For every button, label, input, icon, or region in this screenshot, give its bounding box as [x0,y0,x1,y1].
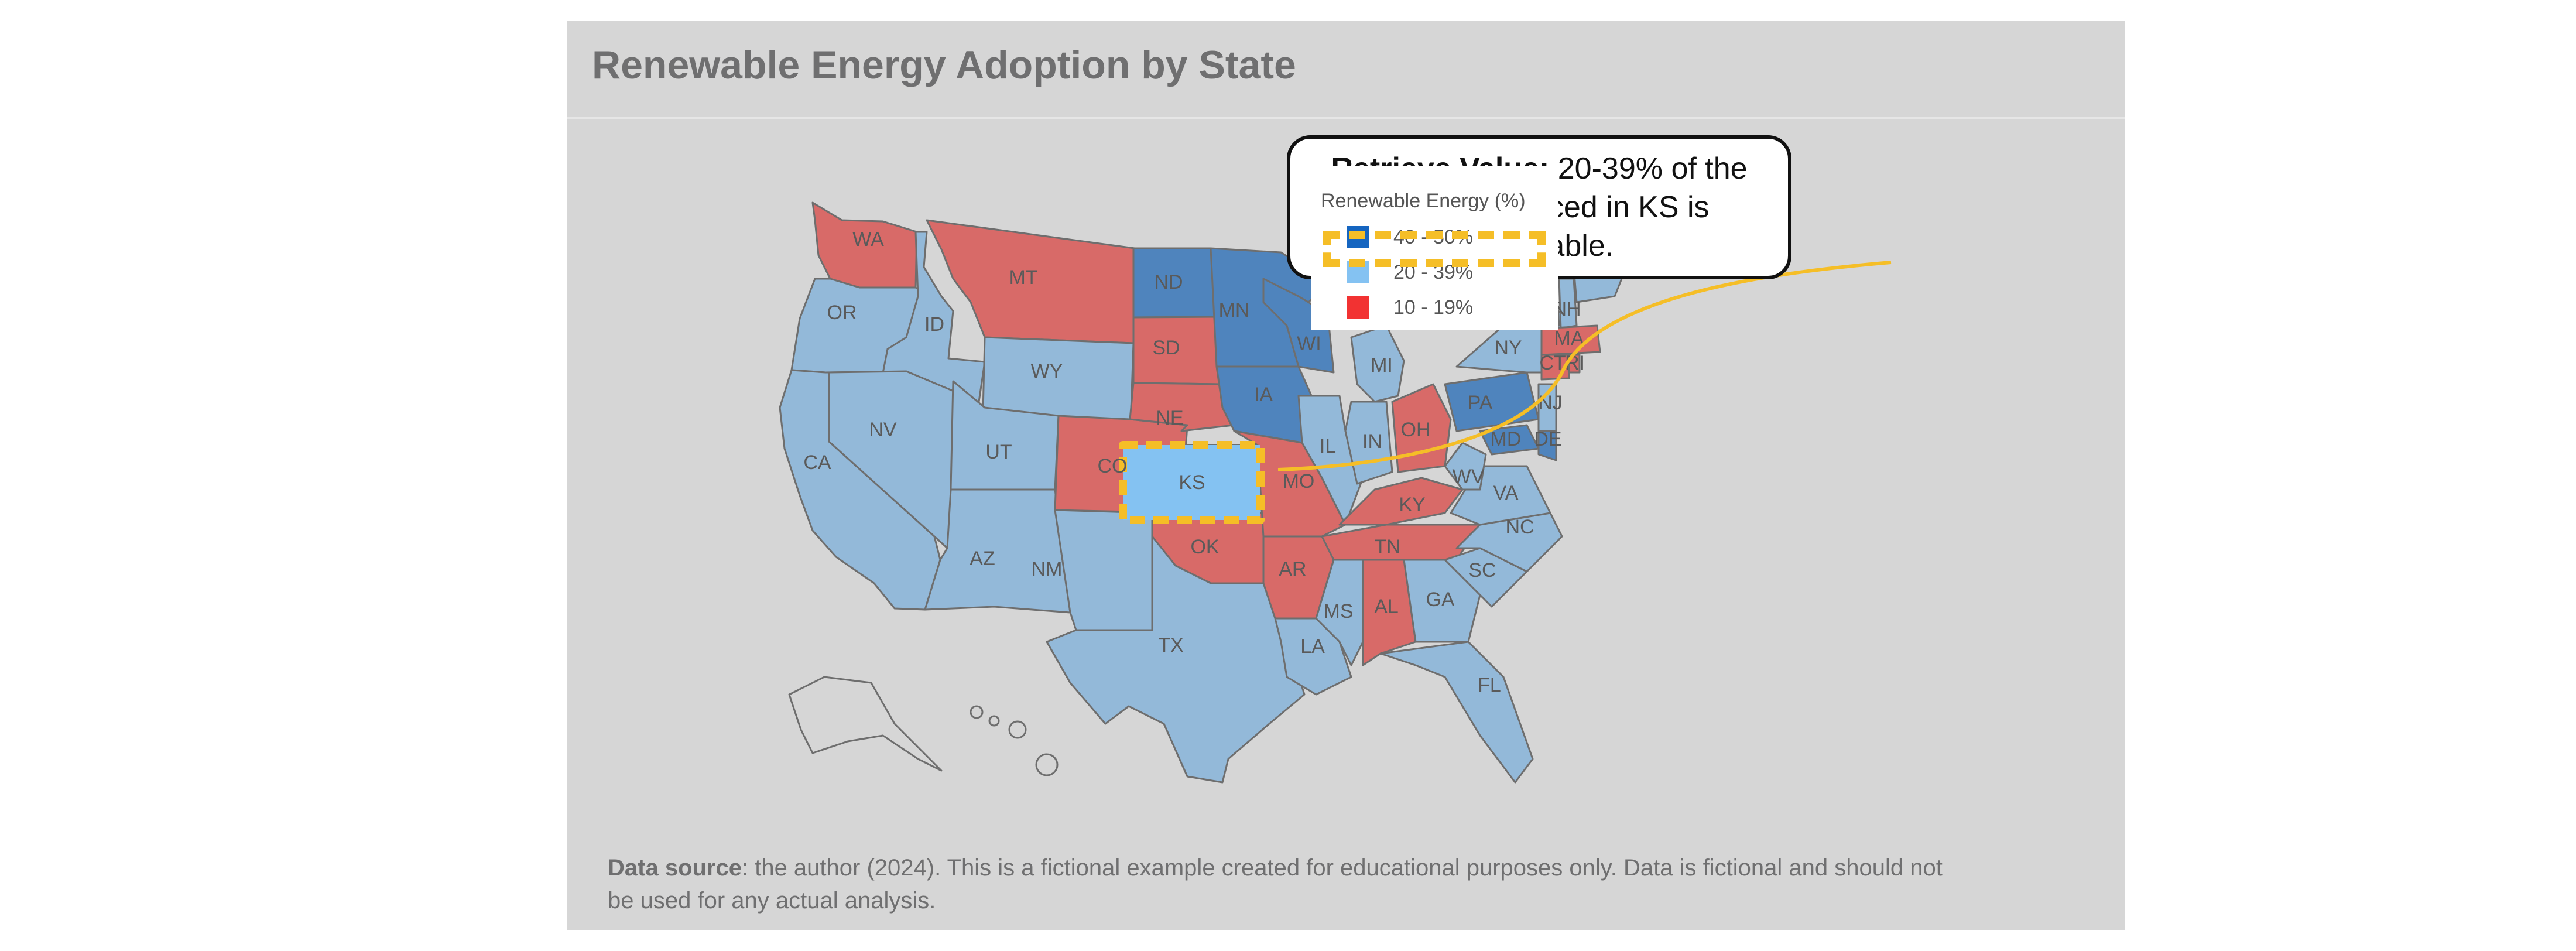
state-label-ca: CA [803,451,831,474]
legend: Renewable Energy (%) 40 - 50% 20 - 39% 1… [1311,166,1558,330]
legend-label-low: 10 - 19% [1393,296,1474,319]
state-il[interactable] [1297,395,1364,526]
state-label-pa: PA [1468,392,1493,414]
ks-highlight[interactable] [1119,441,1265,524]
state-label-ga: GA [1426,589,1454,611]
state-label-mo: MO [1283,470,1315,492]
state-tn[interactable] [1321,524,1481,561]
state-label-in: IN [1362,430,1382,453]
state-label-ut: UT [985,441,1012,463]
state-wv[interactable] [1444,442,1487,491]
state-wi[interactable] [1262,278,1335,374]
data-source-text: : the author (2024). This is a fictional… [608,855,1943,914]
state-ga[interactable] [1403,559,1481,643]
state-label-ar: AR [1279,558,1306,580]
legend-highlight-box [1323,231,1546,267]
state-al[interactable] [1362,559,1417,666]
legend-title: Renewable Energy (%) [1321,190,1526,212]
state-label-wa: WA [852,228,884,251]
state-label-ny: NY [1494,337,1522,359]
state-label-wy: WY [1031,360,1063,382]
state-label-mi: MI [1371,354,1393,377]
state-label-wi: WI [1297,333,1321,355]
state-label-ia: IA [1254,384,1273,406]
chart-panel: Renewable Energy Adoption by State WA OR C… [567,21,2125,930]
state-tx[interactable] [1046,535,1306,784]
hawaii-island-1 [970,705,984,719]
state-label-or: OR [827,302,857,324]
state-label-fl: FL [1478,674,1501,696]
state-label-ks: KS [1179,471,1205,494]
state-label-az: AZ [970,548,995,570]
state-label-de: DE [1534,428,1561,450]
state-label-nj: NJ [1538,392,1563,414]
state-de[interactable] [1537,430,1557,461]
state-label-va: VA [1493,482,1519,504]
hawaii-island-2 [988,715,1000,727]
state-label-ne: NE [1156,407,1183,429]
state-label-oh: OH [1401,419,1431,441]
state-label-mn: MN [1219,299,1250,321]
data-source-note: Data source: the author (2024). This is … [608,851,1954,917]
state-label-sd: SD [1152,337,1180,359]
data-source-label: Data source [608,855,742,881]
state-label-co: CO [1098,455,1128,477]
legend-swatch-low [1347,296,1369,319]
state-label-id: ID [924,313,944,336]
legend-item-low: 10 - 19% [1311,290,1558,323]
state-label-md: MD [1491,428,1522,450]
us-map: WA OR CA ID NV MT WY UT AZ CO NM ND SD NE OK TX MN IA MO AR… [779,201,1892,784]
alaska-outline [788,676,943,772]
hawaii-island-3 [1008,720,1027,739]
state-label-wv: WV [1453,466,1485,488]
state-label-il: IL [1320,435,1336,457]
hawaii-island-4 [1035,753,1059,776]
title-bar: Renewable Energy Adoption by State [567,21,2125,119]
state-label-ok: OK [1190,536,1219,558]
state-label-mt: MT [1009,266,1037,289]
state-label-nc: NC [1505,516,1534,538]
state-label-tn: TN [1374,536,1400,558]
state-label-al: AL [1374,596,1399,618]
state-label-la: LA [1300,635,1325,658]
page-title: Renewable Energy Adoption by State [592,43,1296,87]
state-label-nm: NM [1032,558,1063,580]
state-label-ky: KY [1399,494,1425,516]
state-fl[interactable] [1379,641,1534,784]
state-label-sc: SC [1468,559,1496,581]
state-ma[interactable] [1540,324,1601,356]
state-label-ms: MS [1324,600,1354,622]
state-nm[interactable] [1054,509,1153,631]
state-label-tx: TX [1158,634,1183,656]
state-label-nv: NV [869,419,897,441]
state-label-nd: ND [1154,271,1183,293]
